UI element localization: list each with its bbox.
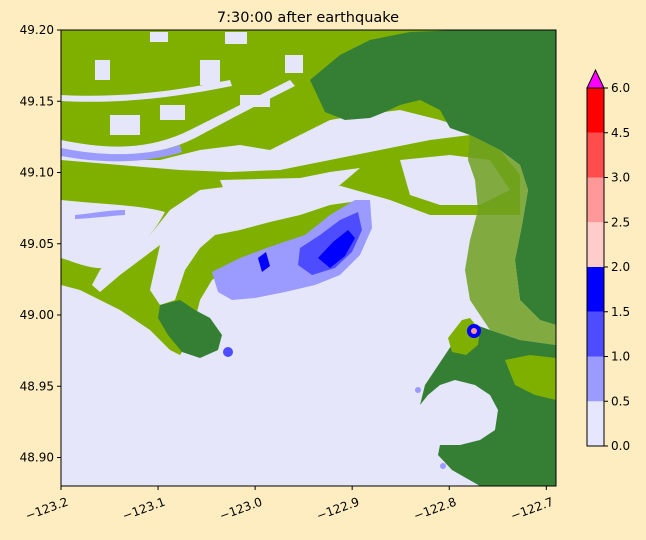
y-tick-label: 49.15 (20, 94, 54, 108)
land-southeast-lowland (505, 355, 556, 400)
x-tick-label: −122.7 (509, 495, 556, 523)
colorbar-tick-label: 0.0 (611, 439, 630, 453)
y-tick-label: 49.10 (20, 166, 54, 180)
colorbar: 0.0 0.5 1.0 1.5 2.0 2.5 3.0 4.5 6.0 (586, 68, 630, 453)
colorbar-segment (587, 401, 604, 446)
colorbar-tick-label: 2.5 (611, 215, 630, 229)
flood-spot-shore-2 (440, 463, 446, 469)
colorbar-segment (587, 222, 604, 267)
flood-spot-shore (415, 387, 421, 393)
river-north-arm (61, 80, 295, 155)
y-tick-label: 48.95 (20, 379, 54, 393)
urban-patches (95, 32, 555, 135)
flood-deep-2 (258, 252, 270, 272)
flood-strip-2 (75, 210, 125, 219)
map-area (61, 30, 556, 486)
colorbar-segment (587, 132, 604, 178)
colorbar-segment (587, 311, 604, 357)
y-tick-label: 49.20 (20, 23, 54, 37)
flood-deep (318, 230, 355, 268)
y-axis: 48.90 48.95 49.00 49.05 49.10 49.15 49.20 (20, 23, 61, 465)
river-channel (61, 80, 232, 102)
x-axis: −123.2 −123.1 −123.0 −122.9 −122.8 −122.7 (23, 486, 555, 523)
x-tick-label: −123.0 (218, 495, 265, 523)
colorbar-segment (587, 267, 604, 312)
flood-medium (298, 212, 362, 275)
colorbar-tick-label: 6.0 (611, 81, 630, 95)
x-tick-label: −122.8 (412, 495, 459, 523)
delta-water-patches (220, 168, 360, 205)
colorbar-tick-label: 4.5 (611, 126, 630, 140)
land-point-roberts (158, 300, 222, 358)
colorbar-extend-arrow (586, 68, 605, 89)
colorbar-segment (587, 356, 604, 402)
flood-light (212, 200, 372, 300)
x-tick-label: −122.9 (315, 495, 362, 523)
colorbar-tick-label: 0.5 (611, 394, 630, 408)
flood-spot-semiahmoo-core (471, 328, 477, 334)
y-tick-label: 49.00 (20, 308, 54, 322)
x-tick-label: −123.2 (23, 495, 70, 523)
chart-title: 7:30:00 after earthquake (217, 10, 399, 26)
y-tick-label: 48.90 (20, 451, 54, 465)
x-tick-label: −123.1 (121, 495, 168, 523)
plot-frame (60, 29, 557, 487)
flood-strip-north (61, 145, 182, 162)
colorbar-segment (587, 177, 604, 223)
colorbar-tick-label: 1.0 (611, 350, 630, 364)
colorbar-tick-label: 1.5 (611, 305, 630, 319)
colorbar-tick-label: 3.0 (611, 171, 630, 185)
land-northeast-upland (310, 30, 556, 325)
colorbar-tick-label: 2.0 (611, 260, 630, 274)
flood-spot-point-roberts (223, 347, 233, 357)
colorbar-segment (587, 88, 604, 133)
land-east-slope (465, 135, 556, 345)
y-tick-label: 49.05 (20, 237, 54, 251)
